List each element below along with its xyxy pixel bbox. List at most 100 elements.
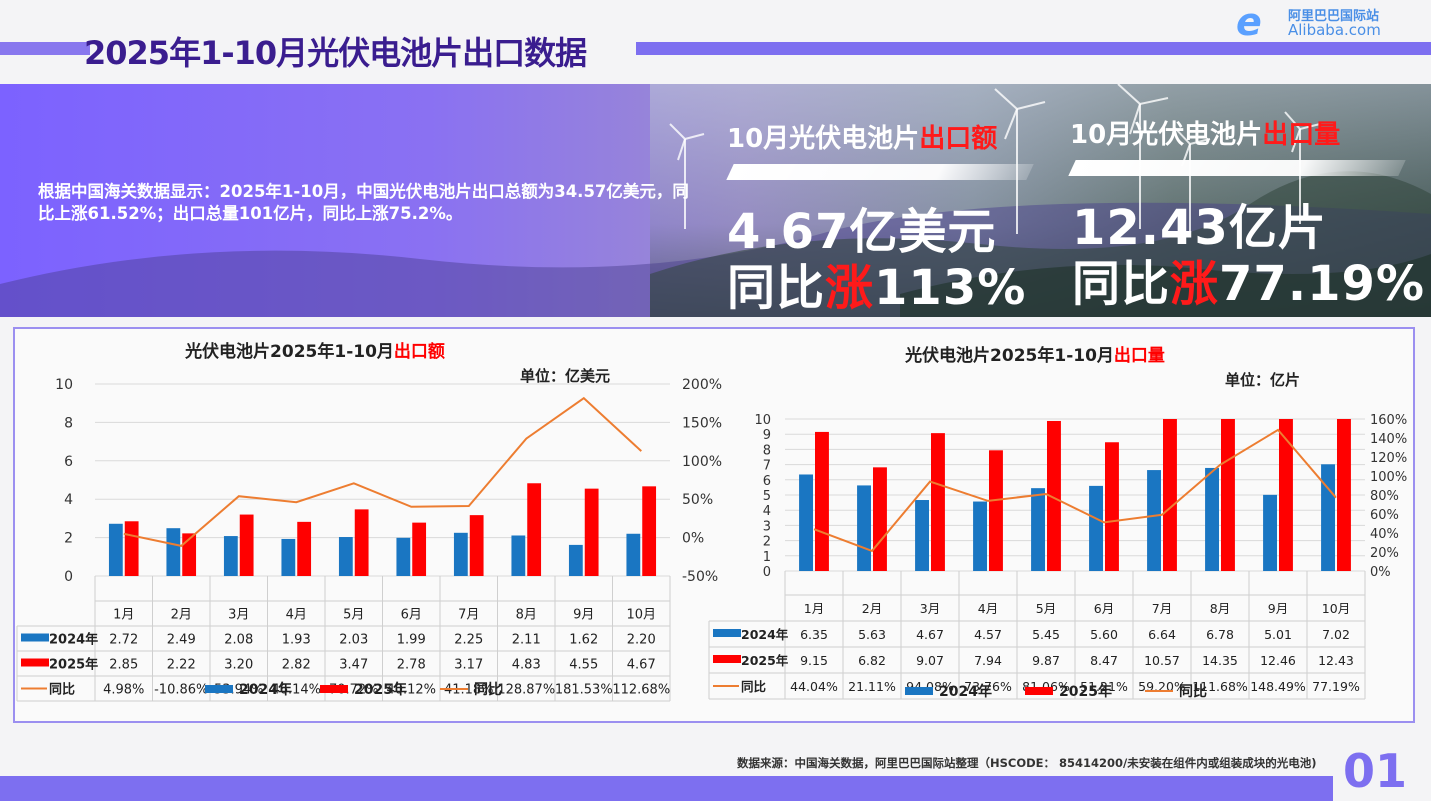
kpi-value-yoy-prefix: 同比 <box>727 260 826 316</box>
chart2-category-label: 2月 <box>862 601 882 616</box>
chart1-category-label: 4月 <box>286 608 307 623</box>
chart2-y-tick-label: 10 <box>754 413 771 428</box>
chart2-table-cell: 10.57 <box>1144 653 1180 668</box>
chart1-table-cell: 4.55 <box>569 658 598 673</box>
chart1-table-cell: 2.25 <box>454 633 483 648</box>
chart2-y-tick-label: 8 <box>763 443 771 458</box>
chart2-table-cell: 9.15 <box>800 653 828 668</box>
chart2-y2-tick-label: 140% <box>1370 432 1407 447</box>
chart2-bar-2024 <box>1147 470 1161 571</box>
chart2-bar-2025 <box>1337 419 1351 571</box>
chart2-legend-key-2025 <box>1025 687 1053 695</box>
chart1-table-cell: 2.49 <box>167 633 196 648</box>
kpi-value-yoy: 同比涨113% <box>727 248 1026 317</box>
kpi-value-yoy-highlight: 涨 <box>825 260 875 316</box>
chart1-legend-label: 同比 <box>474 681 502 698</box>
chart2-bar-2024 <box>1263 494 1277 571</box>
alibaba-logo: e 阿里巴巴国际站 Alibaba.com <box>1236 3 1416 43</box>
chart1-bar-2024 <box>511 535 526 576</box>
chart2-table-key-2025 <box>713 655 741 663</box>
chart1-table-cell: 181.53% <box>555 683 613 698</box>
chart1-bar-2025 <box>527 483 542 576</box>
chart2-bar-2025 <box>1221 419 1235 571</box>
chart2-table-cell: 8.47 <box>1090 653 1118 668</box>
chart2-bar-2025 <box>1105 442 1119 571</box>
kpi-value-heading-highlight: 出口额 <box>919 124 998 154</box>
chart2-table-cell: 4.67 <box>916 627 944 642</box>
chart1-y2-tick-label: 150% <box>682 415 722 431</box>
chart1-table-cell: 4.83 <box>512 658 541 673</box>
chart1-bar-2025 <box>124 521 139 576</box>
chart2-bar-2025 <box>873 467 887 571</box>
chart2-category-label: 1月 <box>804 601 824 616</box>
chart2-y-tick-label: 4 <box>763 504 771 519</box>
chart2-y2-tick-label: 80% <box>1370 489 1399 504</box>
chart2-table-cell: 44.04% <box>790 679 838 694</box>
chart1-table-cell: 40.12% <box>386 683 436 698</box>
chart2-table-cell: 148.49% <box>1250 679 1306 694</box>
chart2-table-cell: 7.94 <box>974 653 1002 668</box>
logo-cn-text: 阿里巴巴国际站 <box>1288 9 1380 24</box>
chart1-unit-label: 单位：亿美元 <box>520 367 610 385</box>
kpi-volume-yoy: 同比涨77.19% <box>1072 244 1425 314</box>
kpi-value-yoy-number: 113% <box>874 260 1027 316</box>
chart2-y-tick-label: 2 <box>763 535 771 550</box>
chart2-y2-tick-label: 40% <box>1370 527 1399 542</box>
chart2-category-label: 5月 <box>1036 601 1056 616</box>
chart1-table-cell: 3.47 <box>339 658 368 673</box>
chart2-table-cell: 73.76% <box>964 679 1012 694</box>
chart2-y2-tick-label: 120% <box>1370 451 1407 466</box>
chart2-bar-2025 <box>1163 419 1177 571</box>
chart1-table-cell: -10.86% <box>154 683 208 698</box>
chart2-bar-2024 <box>973 501 987 571</box>
chart2-y2-tick-label: 0% <box>1370 565 1391 580</box>
chart2-table-cell: 14.35 <box>1202 653 1238 668</box>
chart2-category-label: 6月 <box>1094 601 1114 616</box>
chart2-y-tick-label: 7 <box>763 459 771 474</box>
chart2-bar-2025 <box>1279 419 1293 571</box>
chart1-table-cell: 1.62 <box>569 633 598 648</box>
chart1-title-highlight: 出口额 <box>394 341 445 362</box>
chart2-y2-tick-label: 20% <box>1370 546 1399 561</box>
chart2-legend-label: 2025年 <box>1059 683 1112 700</box>
chart2-bar-2024 <box>1031 488 1045 571</box>
chart1-table-series-name: 2025年 <box>49 657 98 673</box>
charts-panel: 光伏电池片2025年1-10月出口额 单位：亿美元 0 2 4 6 8 10 -50% 0% 50%… <box>13 327 1415 723</box>
chart1-table-cell: 1.99 <box>397 633 426 648</box>
chart2-category-label: 10月 <box>1322 601 1350 616</box>
chart2-table-cell: 12.43 <box>1318 653 1354 668</box>
kpi-value-heading: 10月光伏电池片出口额 <box>727 118 997 155</box>
chart2-y-tick-label: 5 <box>763 489 771 504</box>
chart1-y-tick-label: 10 <box>55 377 73 393</box>
chart2-bar-2025 <box>989 450 1003 571</box>
kpi-value-underline <box>726 164 1034 180</box>
chart1-table-key-2025 <box>21 658 49 667</box>
chart2-table-cell: 5.45 <box>1032 627 1060 642</box>
chart2-category-label: 8月 <box>1210 601 1230 616</box>
top-accent-bar-left <box>0 42 90 55</box>
chart2-y-tick-label: 3 <box>763 519 771 534</box>
chart2-table-cell: 5.60 <box>1090 627 1118 642</box>
chart2-table-cell: 111.68% <box>1192 679 1248 694</box>
chart1-title: 光伏电池片2025年1-10月出口额 <box>184 341 445 362</box>
chart2-table-cell: 6.35 <box>800 627 828 642</box>
kpi-volume-heading: 10月光伏电池片出口量 <box>1070 114 1340 151</box>
alibaba-e-logo-icon: e <box>1236 0 1262 44</box>
page-number: 01 <box>1343 744 1408 798</box>
chart2-title-highlight: 出口量 <box>1114 345 1165 366</box>
kpi-volume-heading-highlight: 出口量 <box>1262 120 1341 150</box>
chart2-table-cell: 7.02 <box>1322 627 1350 642</box>
chart1-bar-2024 <box>108 523 123 576</box>
chart2-table-series-name: 2024年 <box>741 627 789 642</box>
chart1-y2-tick-label: 50% <box>682 492 713 508</box>
intro-paragraph: 根据中国海关数据显示：2025年1-10月，中国光伏电池片出口总额为34.57亿… <box>38 182 689 223</box>
hero-banner: 根据中国海关数据显示：2025年1-10月，中国光伏电池片出口总额为34.57亿… <box>0 84 1431 317</box>
logo-en-text: Alibaba.com <box>1288 21 1381 39</box>
chart1-table-cell: 3.20 <box>224 658 253 673</box>
chart2-title: 光伏电池片2025年1-10月出口量 <box>904 345 1165 366</box>
chart1-y-tick-label: 0 <box>64 569 73 585</box>
chart1-table-cell: 4.98% <box>103 683 144 698</box>
chart1-table-cell: 2.22 <box>167 658 196 673</box>
chart2-table-cell: 4.57 <box>974 627 1002 642</box>
chart2-table-cell: 51.21% <box>1080 679 1128 694</box>
